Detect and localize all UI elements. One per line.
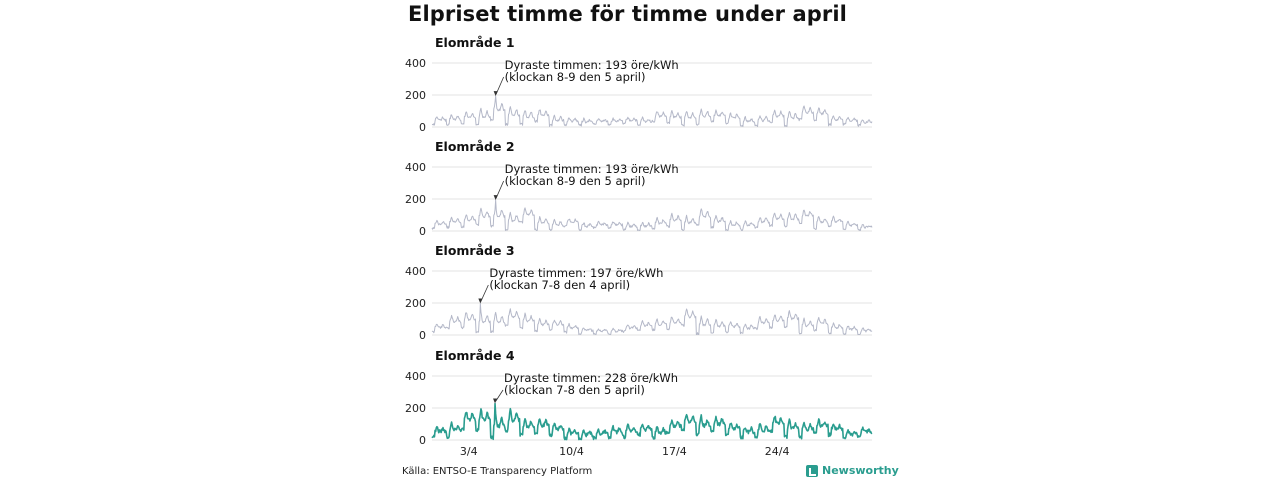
y-tick-label: 400 — [405, 265, 426, 278]
annotation-arrow-icon — [493, 91, 498, 97]
x-tick-label: 17/4 — [662, 445, 687, 458]
annotation-label: Dyraste timmen: 197 öre/kWh — [489, 266, 663, 280]
annotation-label: Dyraste timmen: 193 öre/kWh — [505, 58, 679, 72]
y-tick-label: 400 — [405, 161, 426, 174]
y-tick-label: 0 — [419, 329, 426, 342]
panel-title: Elområde 3 — [435, 243, 515, 258]
annotation-arrow-icon — [493, 398, 498, 404]
series-line — [431, 402, 873, 441]
y-tick-label: 200 — [405, 402, 426, 415]
annotation-label: Dyraste timmen: 228 öre/kWh — [504, 371, 678, 385]
brand[interactable]: Newsworthy — [806, 464, 899, 477]
brand-name: Newsworthy — [822, 464, 899, 477]
y-tick-label: 0 — [419, 225, 426, 238]
annotation-detail: (klockan 8-9 den 5 april) — [505, 174, 646, 188]
annotation-detail: (klockan 7-8 den 5 april) — [504, 383, 645, 397]
annotation-leader — [495, 389, 504, 402]
chart-title: Elpriset timme för timme under april — [408, 2, 847, 26]
panel-title: Elområde 2 — [435, 139, 515, 154]
annotation-detail: (klockan 8-9 den 5 april) — [505, 70, 646, 84]
annotation-label: Dyraste timmen: 193 öre/kWh — [505, 162, 679, 176]
source-note: Källa: ENTSO-E Transparency Platform — [402, 466, 593, 477]
panel-title: Elområde 4 — [435, 348, 515, 363]
x-tick-label: 10/4 — [559, 445, 584, 458]
annotation-arrow-icon — [493, 195, 498, 201]
x-tick-label: 3/4 — [460, 445, 478, 458]
y-tick-label: 200 — [405, 193, 426, 206]
x-tick-label: 24/4 — [765, 445, 790, 458]
series-line — [431, 95, 873, 128]
series-line — [431, 199, 873, 232]
y-tick-label: 400 — [405, 57, 426, 70]
y-tick-label: 0 — [419, 121, 426, 134]
y-tick-label: 0 — [419, 434, 426, 447]
newsworthy-logo-icon — [806, 464, 818, 477]
panel-title: Elområde 1 — [435, 35, 515, 50]
y-tick-label: 400 — [405, 370, 426, 383]
annotation-arrow-icon — [478, 298, 483, 304]
annotation-detail: (klockan 7-8 den 4 april) — [489, 278, 630, 292]
series-line — [431, 302, 873, 336]
y-tick-label: 200 — [405, 89, 426, 102]
y-tick-label: 200 — [405, 297, 426, 310]
